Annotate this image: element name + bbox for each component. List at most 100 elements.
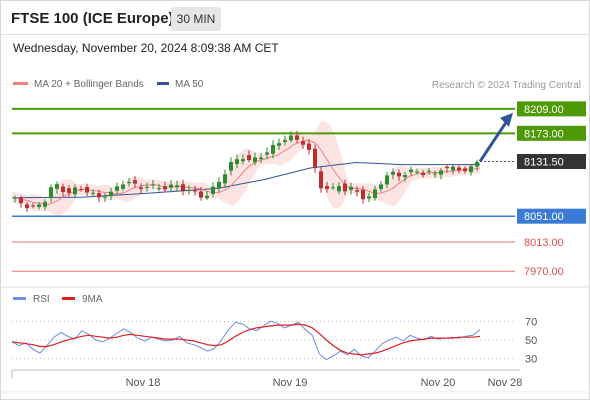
candle-body <box>349 186 353 190</box>
candle-body <box>205 195 209 199</box>
candle-body <box>73 187 77 195</box>
candle-body <box>451 166 455 171</box>
forecast-arrow <box>478 120 509 163</box>
ma20-swatch <box>13 81 28 85</box>
candle-body <box>187 189 191 191</box>
timeframe-button[interactable]: 30 MIN <box>171 7 221 31</box>
candle-body <box>457 167 461 171</box>
level-label: 8051.00 <box>524 211 564 223</box>
candle-body <box>409 169 413 173</box>
candle-body <box>439 170 443 175</box>
rsi-legend-label: RSI <box>33 294 50 305</box>
x-tick-label: Nov 20 <box>421 377 456 389</box>
candle-body <box>379 184 383 189</box>
candle-body <box>79 189 83 191</box>
candle-body <box>181 184 185 191</box>
x-tick-label: Nov 18 <box>126 377 161 389</box>
candle-body <box>43 201 47 207</box>
legend-ma20: MA 20 + Bollinger Bands <box>13 79 144 90</box>
level-tag <box>517 125 586 141</box>
rsi-ma-line <box>11 323 481 356</box>
candle-body <box>163 186 167 190</box>
candle-body <box>241 159 245 162</box>
ma20-line <box>11 140 481 206</box>
candle-body <box>259 157 263 160</box>
rsi-swatch <box>13 297 26 300</box>
rsi-panel: RSI 9MA 70 50 30 <box>0 286 590 366</box>
candle-body <box>67 188 71 193</box>
candle-body <box>103 196 107 198</box>
candle-body <box>307 143 311 150</box>
candle-body <box>475 161 479 167</box>
level-label: 8013.00 <box>524 237 564 249</box>
header-divider <box>0 34 590 35</box>
candle-body <box>253 157 257 163</box>
candle-body <box>469 166 473 173</box>
level-tag <box>517 101 586 117</box>
candle-body <box>415 171 419 173</box>
candle-body <box>247 155 251 161</box>
candle-body <box>157 188 161 190</box>
x-tick-label: Nov 19 <box>273 377 308 389</box>
level-tag <box>517 208 586 224</box>
level-label: 8131.50 <box>524 157 564 169</box>
candle-body <box>97 193 101 198</box>
candle-body <box>331 187 335 189</box>
candle-body <box>91 192 95 194</box>
candle-body <box>373 189 377 199</box>
candle-body <box>289 135 293 141</box>
x-tick-label: Nov 28 <box>488 377 523 389</box>
rsi-ma-swatch <box>62 297 75 300</box>
candle-body <box>367 196 371 199</box>
candle-body <box>55 184 59 189</box>
candle-body <box>271 144 275 154</box>
candle-body <box>31 205 35 207</box>
candle-body <box>283 140 287 143</box>
candle-body <box>343 183 347 192</box>
chart-title: FTSE 100 (ICE Europe) <box>11 10 174 27</box>
candle-body <box>85 186 89 193</box>
candle-body <box>325 186 329 189</box>
candle-body <box>361 189 365 200</box>
candle-body <box>313 148 317 169</box>
candle-body <box>433 173 437 175</box>
candle-body <box>169 184 173 188</box>
candle-body <box>145 186 149 188</box>
candle-body <box>421 172 425 176</box>
candle-body <box>295 135 299 140</box>
candle-body <box>19 198 23 204</box>
level-label: 8173.00 <box>524 128 564 140</box>
candle-body <box>13 197 17 199</box>
candle-body <box>199 191 203 198</box>
candle-body <box>115 186 119 191</box>
candle-body <box>277 143 281 146</box>
candle-body <box>397 172 401 177</box>
candle-body <box>445 166 449 169</box>
research-credit: Research © 2024 Trading Central <box>431 80 581 91</box>
candle-body <box>355 190 359 192</box>
candle-body <box>175 185 179 188</box>
candle-body <box>223 174 227 184</box>
candle-body <box>427 170 431 172</box>
candle-body <box>193 190 197 192</box>
rsi-tick-label: 70 <box>525 316 537 328</box>
level-label: 7970.00 <box>524 266 564 278</box>
legend-ma50: MA 50 <box>157 79 203 90</box>
candle-body <box>109 191 113 197</box>
forecast-arrowhead <box>500 112 513 127</box>
candle-body <box>61 186 65 193</box>
candle-body <box>139 187 143 190</box>
candle-body <box>49 187 53 198</box>
candle-body <box>235 159 239 165</box>
legend-ma20-label: MA 20 + Bollinger Bands <box>34 79 144 90</box>
timestamp: Wednesday, November 20, 2024 8:09:38 AM … <box>13 41 279 55</box>
candle-body <box>337 186 341 192</box>
candle-body <box>151 184 155 186</box>
x-axis: Nov 18 Nov 19 Nov 20 Nov 28 <box>0 369 590 393</box>
candle-body <box>403 175 407 178</box>
rsi-tick-label: 50 <box>525 335 537 347</box>
level-label: 8209.00 <box>524 104 564 116</box>
candle-body <box>301 141 305 145</box>
candle-body <box>37 204 41 207</box>
candle-body <box>229 161 233 171</box>
